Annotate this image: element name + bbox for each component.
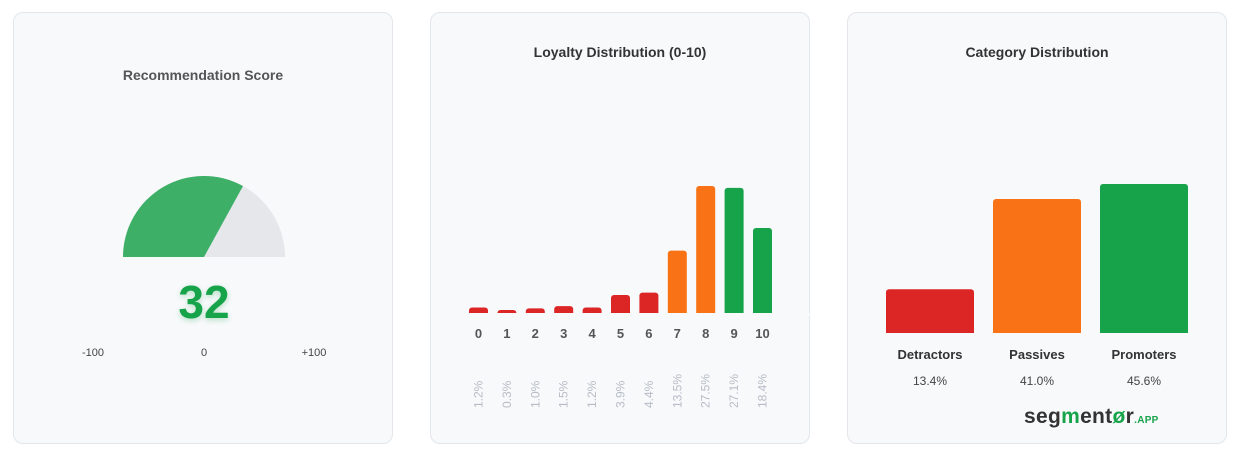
x-tick-label: 7 [674, 326, 681, 341]
x-tick-label: 3 [560, 326, 567, 341]
category-label: Promoters [1111, 347, 1177, 362]
gauge-mid-label: 0 [200, 347, 208, 359]
value-label: 1.5% [557, 380, 571, 408]
chart-title: Category Distribution [965, 44, 1109, 60]
value-label: 27.5% [699, 374, 713, 408]
loyalty-chart: 0 1.2% 1 0.3% 2 1.0% 3 1.5% 4 1.2% 5 3.9% 6 4.4% 7 13.5… [431, 186, 811, 408]
bar-7 [667, 250, 687, 316]
x-tick-label: 10 [755, 326, 769, 341]
value-label: 1.0% [528, 380, 542, 408]
gauge [123, 176, 285, 257]
value-label: 18.4% [756, 374, 770, 408]
chart-title: Loyalty Distribution (0-10) [533, 44, 707, 60]
bar-6 [639, 292, 659, 316]
category-chart [886, 184, 1188, 333]
x-tick-label: 8 [702, 326, 709, 341]
category-distribution-card: Category Distribution Detractors 13.4% Pas… [847, 12, 1227, 444]
bar-passives [993, 199, 1081, 333]
bar-detractors [886, 289, 974, 333]
x-tick-label: 1 [503, 326, 510, 341]
bar-9 [724, 187, 744, 316]
x-tick-label: 6 [645, 326, 652, 341]
category-label: Passives [1009, 347, 1065, 362]
value-label: 0.3% [500, 380, 514, 408]
x-tick-label: 9 [730, 326, 737, 341]
gauge-min-label: -100 [81, 347, 105, 359]
category-label: Detractors [897, 347, 963, 362]
value-label: 13.5% [670, 374, 684, 408]
category-value: 41.0% [1019, 374, 1055, 388]
x-tick-label: 0 [475, 326, 482, 341]
baseline-mask [431, 313, 811, 316]
gauge-max-label: +100 [301, 347, 327, 359]
category-value: 45.6% [1126, 374, 1162, 388]
recommendation-score-card: Recommendation Score 32 -100 0 +100 [13, 12, 393, 444]
bar-promoters [1100, 184, 1188, 333]
value-label: 1.2% [585, 380, 599, 408]
x-tick-label: 5 [617, 326, 624, 341]
segmentor-logo: segmentør.APP [1024, 405, 1159, 428]
value-label: 3.9% [614, 380, 628, 408]
value-label: 1.2% [472, 380, 486, 408]
value-label: 27.1% [727, 374, 741, 408]
bar-10 [753, 228, 772, 316]
loyalty-distribution-card: Loyalty Distribution (0-10) 0 1.2% 1 0.3% 2 1… [430, 12, 811, 444]
bar-8 [696, 186, 716, 316]
x-tick-label: 2 [532, 326, 539, 341]
card-title: Recommendation Score [122, 67, 284, 83]
gauge-fill [123, 176, 244, 257]
bar-5 [611, 294, 630, 316]
category-value: 13.4% [912, 374, 948, 388]
value-label: 4.4% [642, 380, 656, 408]
x-tick-label: 4 [588, 326, 596, 341]
score-value: 32 [178, 276, 230, 328]
